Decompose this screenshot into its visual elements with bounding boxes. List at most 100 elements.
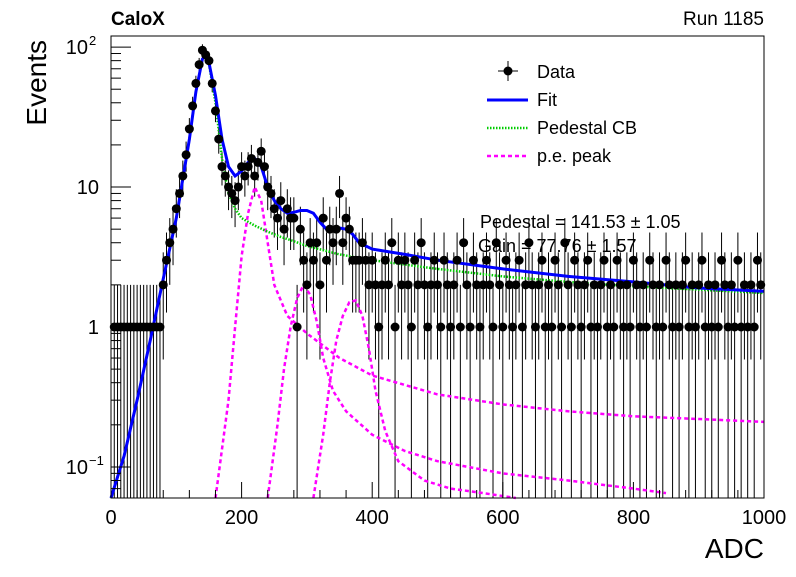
data-point bbox=[488, 322, 498, 332]
data-point bbox=[384, 280, 394, 290]
data-point bbox=[671, 280, 681, 290]
fit-curves-layer bbox=[109, 52, 765, 500]
data-point bbox=[315, 280, 325, 290]
data-point bbox=[459, 238, 469, 248]
data-point bbox=[364, 280, 374, 290]
data-point bbox=[596, 280, 606, 290]
legend: Data Fit Pedestal CB p.e. peak bbox=[487, 61, 637, 166]
data-point bbox=[243, 162, 253, 172]
data-point bbox=[436, 322, 446, 332]
data-point bbox=[299, 255, 309, 265]
data-point bbox=[331, 224, 341, 234]
data-point bbox=[406, 322, 416, 332]
y-tick-exponent: −1 bbox=[89, 453, 104, 468]
data-point bbox=[426, 280, 436, 290]
data-point bbox=[547, 322, 557, 332]
y-tick-exponent: 2 bbox=[89, 33, 96, 48]
data-point bbox=[214, 134, 224, 144]
data-point bbox=[491, 238, 501, 248]
data-point bbox=[191, 78, 201, 88]
run-label: Run 1185 bbox=[683, 9, 764, 30]
data-point bbox=[694, 280, 704, 290]
data-point bbox=[560, 238, 570, 248]
data-point bbox=[668, 322, 678, 332]
data-point bbox=[305, 238, 315, 248]
data-point bbox=[325, 224, 335, 234]
pedestal-cb-curve bbox=[109, 54, 765, 499]
data-point bbox=[439, 255, 449, 265]
data-point bbox=[713, 322, 723, 332]
legend-fit-label: Fit bbox=[537, 90, 557, 110]
data-point bbox=[380, 255, 390, 265]
data-point bbox=[413, 280, 423, 290]
data-point bbox=[625, 322, 635, 332]
pe-peak-curve-2 bbox=[266, 282, 667, 499]
data-point bbox=[622, 280, 632, 290]
data-point bbox=[168, 224, 178, 234]
data-point bbox=[756, 280, 766, 290]
data-points-layer bbox=[109, 45, 766, 332]
data-point bbox=[557, 322, 567, 332]
data-point bbox=[269, 204, 279, 214]
x-tick-label: 600 bbox=[486, 507, 519, 529]
data-point bbox=[537, 255, 547, 265]
data-point bbox=[514, 255, 524, 265]
data-point bbox=[677, 280, 687, 290]
data-point bbox=[387, 238, 397, 248]
data-point bbox=[752, 255, 762, 265]
data-point bbox=[495, 280, 505, 290]
data-point bbox=[478, 280, 488, 290]
data-point bbox=[155, 322, 165, 332]
pedestal-annotation: Pedestal = 141.53 ± 1.05 bbox=[480, 212, 681, 232]
data-point bbox=[302, 280, 312, 290]
data-point bbox=[220, 171, 230, 181]
data-point bbox=[540, 322, 550, 332]
data-point bbox=[246, 153, 256, 163]
data-point bbox=[612, 255, 622, 265]
data-point bbox=[530, 322, 540, 332]
data-point bbox=[423, 322, 433, 332]
data-point bbox=[446, 322, 456, 332]
data-point bbox=[550, 255, 560, 265]
data-point bbox=[295, 224, 305, 234]
data-point bbox=[743, 322, 753, 332]
data-point bbox=[370, 280, 380, 290]
data-point bbox=[648, 280, 658, 290]
plot-frame bbox=[110, 35, 765, 499]
data-point bbox=[217, 162, 227, 172]
data-point bbox=[508, 322, 518, 332]
data-point bbox=[472, 280, 482, 290]
data-point bbox=[524, 238, 534, 248]
legend-entry-pe-peak: p.e. peak bbox=[487, 146, 612, 166]
data-point bbox=[501, 255, 511, 265]
data-point bbox=[188, 101, 198, 111]
x-tick-label: 400 bbox=[356, 507, 389, 529]
data-point bbox=[726, 280, 736, 290]
fit-annotations: Pedestal = 141.53 ± 1.05 Gain = 77.76 ± … bbox=[478, 212, 681, 256]
data-point bbox=[681, 255, 691, 265]
y-tick-label: 1 bbox=[88, 317, 99, 339]
data-point bbox=[517, 322, 527, 332]
experiment-label: CaloX bbox=[111, 9, 165, 30]
data-point bbox=[641, 322, 651, 332]
data-point bbox=[619, 322, 629, 332]
data-point bbox=[723, 322, 733, 332]
y-axis-title: Events bbox=[21, 40, 52, 126]
x-tick-label: 1000 bbox=[742, 507, 787, 529]
data-point bbox=[700, 322, 710, 332]
data-point bbox=[521, 280, 531, 290]
data-point bbox=[374, 322, 384, 332]
data-point bbox=[645, 255, 655, 265]
data-point bbox=[207, 78, 217, 88]
data-point bbox=[602, 322, 612, 332]
data-point bbox=[504, 280, 514, 290]
data-point bbox=[498, 322, 508, 332]
data-point bbox=[592, 322, 602, 332]
data-point bbox=[204, 56, 214, 66]
data-point bbox=[397, 280, 407, 290]
data-point bbox=[609, 322, 619, 332]
legend-data-label: Data bbox=[537, 62, 576, 82]
data-point bbox=[253, 157, 263, 167]
data-point bbox=[589, 280, 599, 290]
